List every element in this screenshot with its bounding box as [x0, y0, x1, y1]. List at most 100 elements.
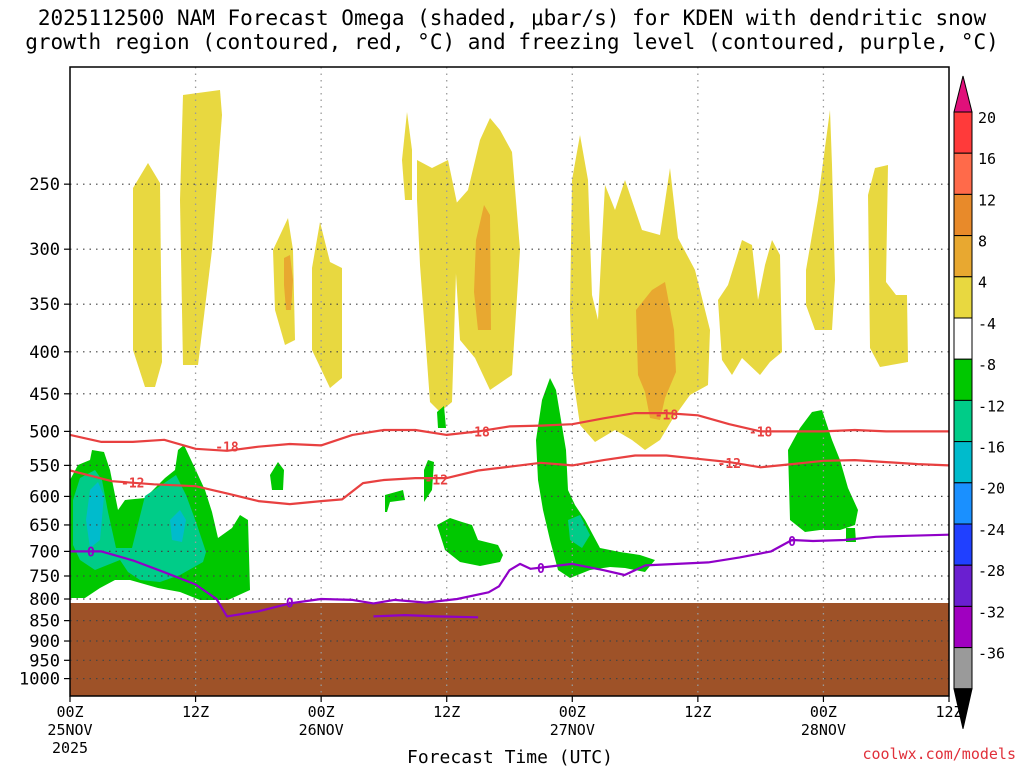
x-tick-label: 00Z: [56, 703, 83, 721]
terrain-ground: [70, 603, 949, 696]
x-tick-label: 00Z: [559, 703, 586, 721]
colorbar-label: -32: [978, 603, 1005, 621]
omega-region-positive: [180, 90, 222, 365]
omega-region-positive: [718, 240, 782, 375]
contour-label: 0: [286, 597, 294, 612]
omega-region-negative: [385, 490, 405, 512]
x-tick-label: 00Z: [810, 703, 837, 721]
x-tick-year: 2025: [52, 739, 88, 757]
omega-region-negative: [437, 406, 446, 428]
chart-title-line-2: growth region (contoured, red, °C) and f…: [25, 30, 999, 54]
colorbar-label: -8: [978, 356, 996, 374]
colorbar-swatch: [953, 605, 973, 649]
y-tick-label: 300: [29, 240, 60, 260]
dgz-minus12-contour: [70, 454, 949, 506]
omega-region-negative: [568, 515, 590, 548]
y-axis: 2503003504004505005506006507007508008509…: [19, 175, 70, 690]
y-tick-label: 800: [29, 590, 60, 610]
contour-label: -18: [655, 409, 679, 424]
colorbar-swatch: [953, 193, 973, 237]
omega-region-negative: [424, 460, 434, 502]
x-tick-label: 12Z: [684, 703, 711, 721]
omega-region-negative: [536, 378, 655, 578]
y-tick-label: 500: [29, 422, 60, 442]
omega-shading: [70, 90, 908, 600]
contour-label: 0: [87, 545, 95, 560]
contour-label: -18: [466, 425, 490, 440]
x-tick-label: 12Z: [182, 703, 209, 721]
colorbar-label: 4: [978, 274, 987, 292]
colorbar-swatch: [953, 358, 973, 401]
colorbar-label: 8: [978, 233, 987, 251]
colorbar-label: -24: [978, 521, 1005, 539]
y-tick-label: 400: [29, 343, 60, 363]
omega-region-negative: [270, 462, 284, 490]
omega-region-negative: [86, 482, 104, 548]
colorbar-label: -12: [978, 397, 1005, 415]
colorbar-label: -36: [978, 645, 1005, 663]
omega-region-positive: [474, 205, 491, 330]
y-tick-label: 750: [29, 567, 60, 587]
omega-region-negative: [73, 470, 206, 582]
x-tick-date: 27NOV: [550, 721, 595, 739]
colorbar-label: -16: [978, 439, 1005, 457]
omega-region-positive: [284, 255, 293, 310]
x-axis-label: Forecast Time (UTC): [407, 747, 613, 768]
colorbar-swatch: [953, 152, 973, 195]
colorbar-top-arrow: [953, 75, 973, 113]
omega-region-positive: [133, 163, 162, 387]
colorbar-swatch: [953, 276, 973, 319]
y-tick-label: 450: [29, 385, 60, 405]
colorbar-swatch: [953, 482, 973, 525]
contour-label: 0: [537, 562, 545, 577]
x-tick-date: 26NOV: [299, 721, 344, 739]
omega-region-negative: [170, 510, 186, 542]
contour-labels: -18 -18 -18 -18 -12 -12 -12 0 0 0 0: [87, 409, 796, 612]
y-tick-label: 1000: [19, 670, 60, 690]
colorbar-label: 16: [978, 150, 996, 168]
contour-label: -12: [425, 473, 448, 488]
vertical-gridlines: [194, 67, 825, 696]
colorbar-swatch: [953, 647, 973, 690]
omega-region-positive: [417, 160, 458, 412]
x-tick-label: 12Z: [433, 703, 460, 721]
colorbar-legend: 20 16 12 8 4 -4 -8 -12 -16 -20 -24 -28 -32 -36: [953, 75, 1005, 729]
y-tick-label: 700: [29, 542, 60, 562]
omega-region-positive: [868, 165, 908, 367]
colorbar-label: 20: [978, 109, 996, 127]
y-tick-label: 250: [29, 175, 60, 195]
contour-label: -18: [749, 425, 773, 440]
contour-label: -18: [215, 441, 239, 456]
x-tick-label: 00Z: [308, 703, 335, 721]
y-tick-label: 650: [29, 516, 60, 536]
colorbar-label: -4: [978, 315, 996, 333]
terrain-ground-top: [70, 603, 949, 610]
x-tick-label: 12Z: [935, 703, 962, 721]
x-tick-date: 25NOV: [47, 721, 92, 739]
colorbar-swatch: [953, 441, 973, 484]
contour-label: -12: [121, 476, 144, 491]
contour-layer: [70, 412, 949, 619]
colorbar-swatch: [953, 523, 973, 566]
colorbar-label: 12: [978, 191, 996, 209]
dgz-minus18-contour: [70, 412, 949, 452]
y-tick-label: 600: [29, 487, 60, 507]
contour-label: 0: [788, 535, 796, 550]
omega-region-positive: [312, 222, 342, 388]
y-tick-label: 900: [29, 632, 60, 652]
y-tick-label: 550: [29, 456, 60, 476]
omega-region-negative: [437, 518, 503, 566]
colorbar-swatch: [953, 399, 973, 443]
plot-frame: [69, 66, 950, 697]
colorbar-bottom-arrow: [953, 688, 973, 729]
colorbar-swatch: [953, 111, 973, 154]
chart-title-line-1: 2025112500 NAM Forecast Omega (shaded, μ…: [37, 6, 987, 30]
colorbar-swatch: [953, 564, 973, 607]
freezing-level-contour-segment: [373, 614, 479, 619]
y-tick-label: 850: [29, 612, 60, 632]
x-tick-date: 28NOV: [801, 721, 846, 739]
colorbar-label: -28: [978, 562, 1005, 580]
contour-label: -12: [718, 457, 741, 472]
